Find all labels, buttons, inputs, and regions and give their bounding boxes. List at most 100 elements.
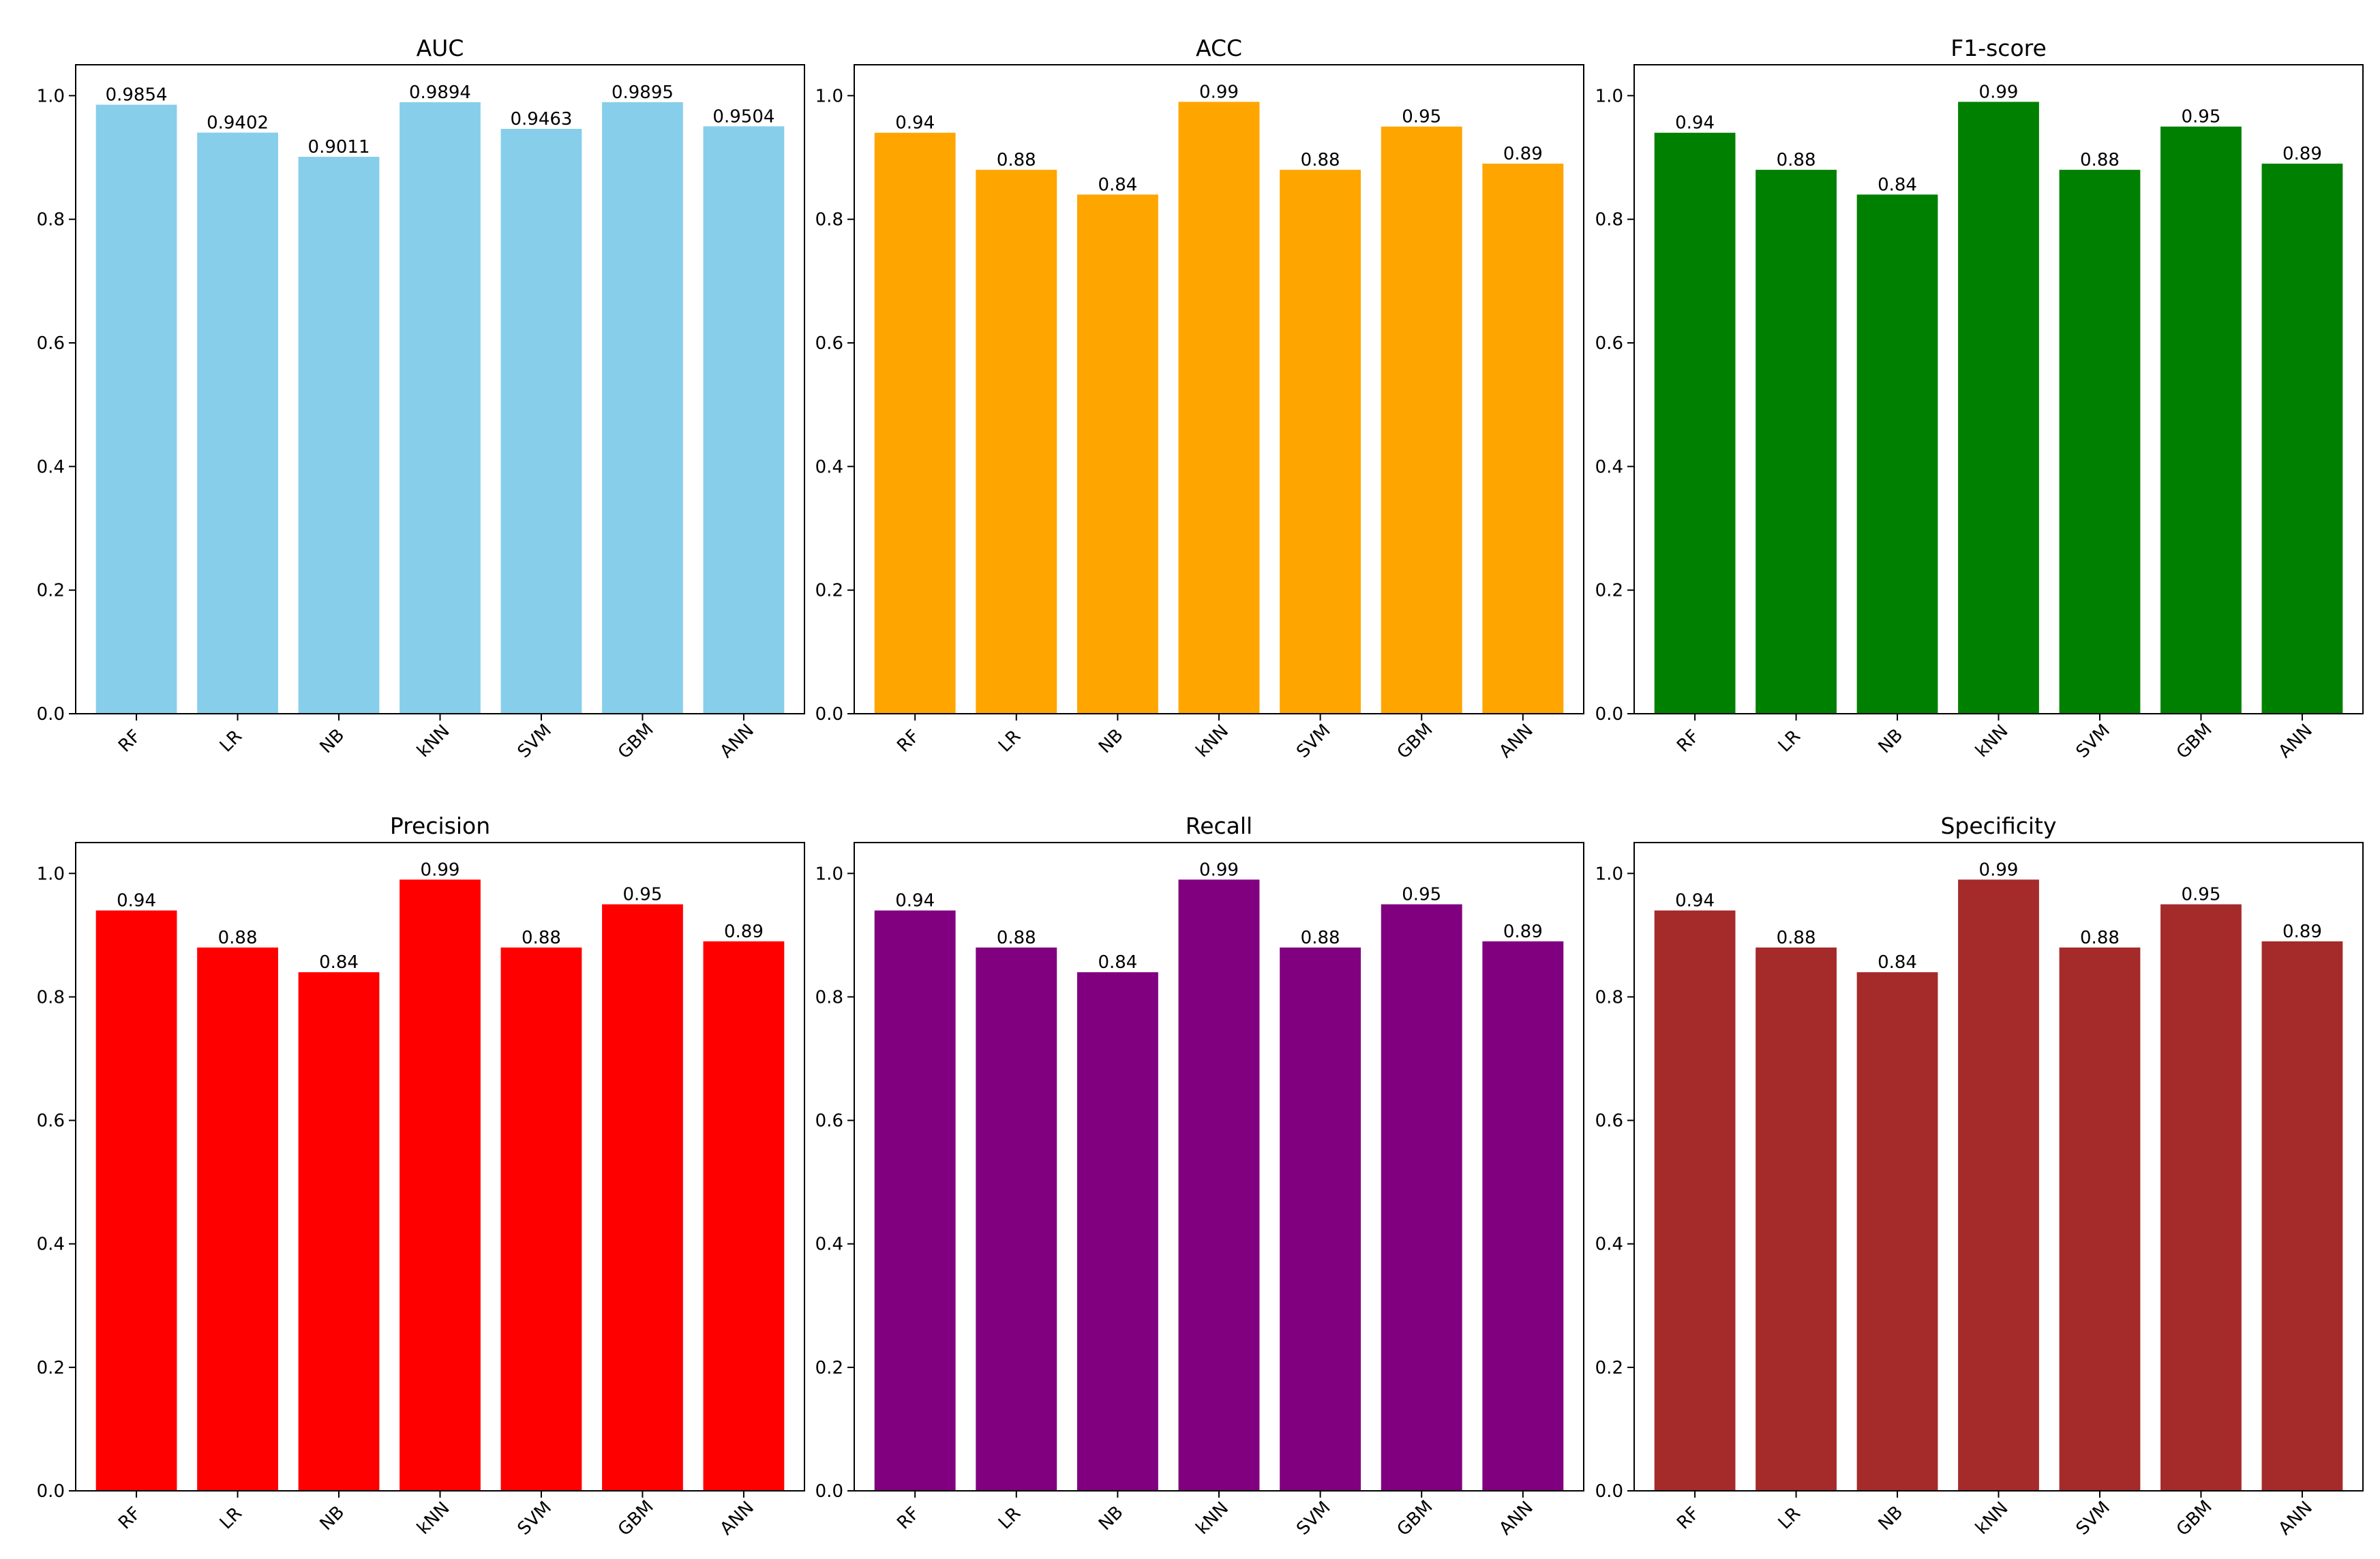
y-tick-label: 1.0 — [37, 864, 65, 884]
y-tick-label: 0.8 — [1595, 987, 1623, 1008]
x-tick-label: SVM — [1293, 1498, 1334, 1539]
bar-value-label: 0.88 — [2080, 150, 2120, 170]
x-tick-label: kNN — [1192, 1498, 1233, 1539]
x-tick-label: LR — [995, 726, 1025, 756]
y-tick-label: 0.4 — [37, 457, 65, 477]
x-tick-label: kNN — [413, 721, 453, 761]
bar-knn — [400, 102, 481, 714]
y-tick-label: 0.4 — [815, 1235, 843, 1255]
x-tick-label: NB — [316, 725, 349, 758]
bar-value-label: 0.94 — [895, 113, 935, 134]
chart-title: ACC — [1196, 35, 1242, 61]
plot-frame — [75, 64, 805, 714]
bar-lr — [197, 947, 278, 1491]
y-tick-label: 0.0 — [815, 704, 843, 725]
bar-value-label: 0.94 — [1675, 113, 1715, 134]
bar-svm — [2059, 947, 2141, 1491]
bar-ann — [703, 126, 785, 714]
x-tick-label: LR — [995, 1503, 1025, 1533]
bar-ann — [2261, 164, 2343, 714]
x-tick-label: NB — [316, 1502, 349, 1535]
chart-title: Precision — [390, 813, 490, 839]
bar-gbm — [2160, 904, 2242, 1491]
bar-knn — [400, 879, 481, 1491]
bar-value-label: 0.94 — [117, 891, 156, 911]
bar-value-label: 0.84 — [1878, 952, 1917, 973]
y-tick-label: 1.0 — [37, 86, 65, 106]
y-tick-label: 0.6 — [815, 333, 843, 354]
bar-value-label: 0.9894 — [409, 82, 471, 103]
x-tick-label: LR — [216, 726, 246, 756]
y-tick-label: 0.6 — [37, 1111, 65, 1132]
chart-panel-acc: ACC 0.0 0.2 0.4 0.6 0.8 1.0 0.94 RF 0.88 LR 0.84 NB 0… — [815, 35, 1584, 763]
x-tick-label: kNN — [1972, 1498, 2012, 1539]
x-tick-label: SVM — [2073, 721, 2114, 762]
bar-gbm — [1381, 126, 1462, 714]
bar-value-label: 0.95 — [622, 885, 662, 905]
bar-value-label: 0.84 — [1098, 175, 1137, 195]
bar-nb — [1856, 972, 1938, 1491]
bar-lr — [1756, 947, 1837, 1491]
y-tick-label: 0.2 — [37, 1358, 65, 1378]
bar-value-label: 0.9463 — [510, 109, 572, 130]
bar-value-label: 0.9854 — [106, 85, 168, 106]
chart-panel-precision: Precision 0.0 0.2 0.4 0.6 0.8 1.0 0.94 RF 0.88 LR 0… — [37, 813, 805, 1540]
x-tick-label: GBM — [2173, 719, 2216, 763]
bar-value-label: 0.84 — [1878, 175, 1917, 195]
x-tick-label: SVM — [514, 721, 556, 762]
bar-gbm — [1381, 904, 1462, 1491]
bar-value-label: 0.88 — [218, 928, 258, 948]
bar-value-label: 0.89 — [1503, 144, 1543, 164]
bar-value-label: 0.99 — [1199, 82, 1239, 102]
x-tick-label: RF — [115, 1503, 145, 1534]
bar-nb — [1076, 972, 1158, 1491]
bar-knn — [1178, 879, 1260, 1491]
y-tick-label: 0.2 — [1595, 581, 1623, 601]
x-tick-label: kNN — [1192, 721, 1233, 761]
bar-value-label: 0.89 — [724, 922, 764, 942]
bar-value-label: 0.99 — [1979, 860, 2019, 880]
y-tick-label: 0.4 — [1595, 1235, 1623, 1255]
bar-value-label: 0.99 — [1199, 860, 1239, 880]
x-tick-label: ANN — [2275, 1498, 2317, 1539]
bar-value-label: 0.94 — [895, 891, 935, 911]
x-tick-label: NB — [1095, 1502, 1128, 1535]
bar-value-label: 0.99 — [421, 860, 460, 880]
y-tick-label: 0.8 — [1595, 210, 1623, 230]
bar-nb — [298, 972, 380, 1491]
y-tick-label: 0.2 — [1595, 1358, 1623, 1378]
bar-value-label: 0.88 — [1301, 928, 1340, 948]
y-tick-label: 0.8 — [37, 210, 65, 230]
chart-panel-auc: AUC 0.0 0.2 0.4 0.6 0.8 1.0 0.9854 RF 0.9402 LR 0.9… — [37, 35, 805, 763]
y-tick-label: 0.0 — [37, 704, 65, 725]
bar-lr — [976, 947, 1057, 1491]
y-tick-label: 0.2 — [815, 581, 843, 601]
x-tick-label: ANN — [1496, 1498, 1537, 1539]
bar-value-label: 0.95 — [2181, 885, 2220, 905]
bar-value-label: 0.88 — [997, 928, 1036, 948]
x-tick-label: kNN — [413, 1498, 453, 1539]
bar-lr — [1756, 170, 1837, 714]
bar-value-label: 0.89 — [1503, 922, 1543, 942]
x-tick-label: SVM — [2073, 1498, 2114, 1539]
y-tick-label: 0.0 — [1595, 1481, 1623, 1502]
bar-gbm — [602, 102, 683, 714]
bar-svm — [500, 129, 582, 714]
bar-rf — [95, 104, 177, 714]
plot-frame — [854, 842, 1584, 1492]
bar-value-label: 0.88 — [1777, 928, 1816, 948]
y-tick-label: 1.0 — [815, 864, 843, 884]
y-tick-label: 0.4 — [1595, 457, 1623, 477]
bar-nb — [1076, 194, 1158, 714]
bar-knn — [1958, 102, 2039, 714]
bar-value-label: 0.9402 — [207, 113, 269, 134]
bar-value-label: 0.9011 — [308, 137, 370, 157]
y-tick-label: 0.6 — [1595, 333, 1623, 354]
bar-value-label: 0.9504 — [712, 106, 774, 127]
x-tick-label: LR — [216, 1503, 246, 1533]
y-tick-label: 0.6 — [37, 333, 65, 354]
x-tick-label: NB — [1875, 1502, 1908, 1535]
x-tick-label: ANN — [1496, 721, 1537, 762]
y-tick-label: 0.0 — [37, 1481, 65, 1502]
